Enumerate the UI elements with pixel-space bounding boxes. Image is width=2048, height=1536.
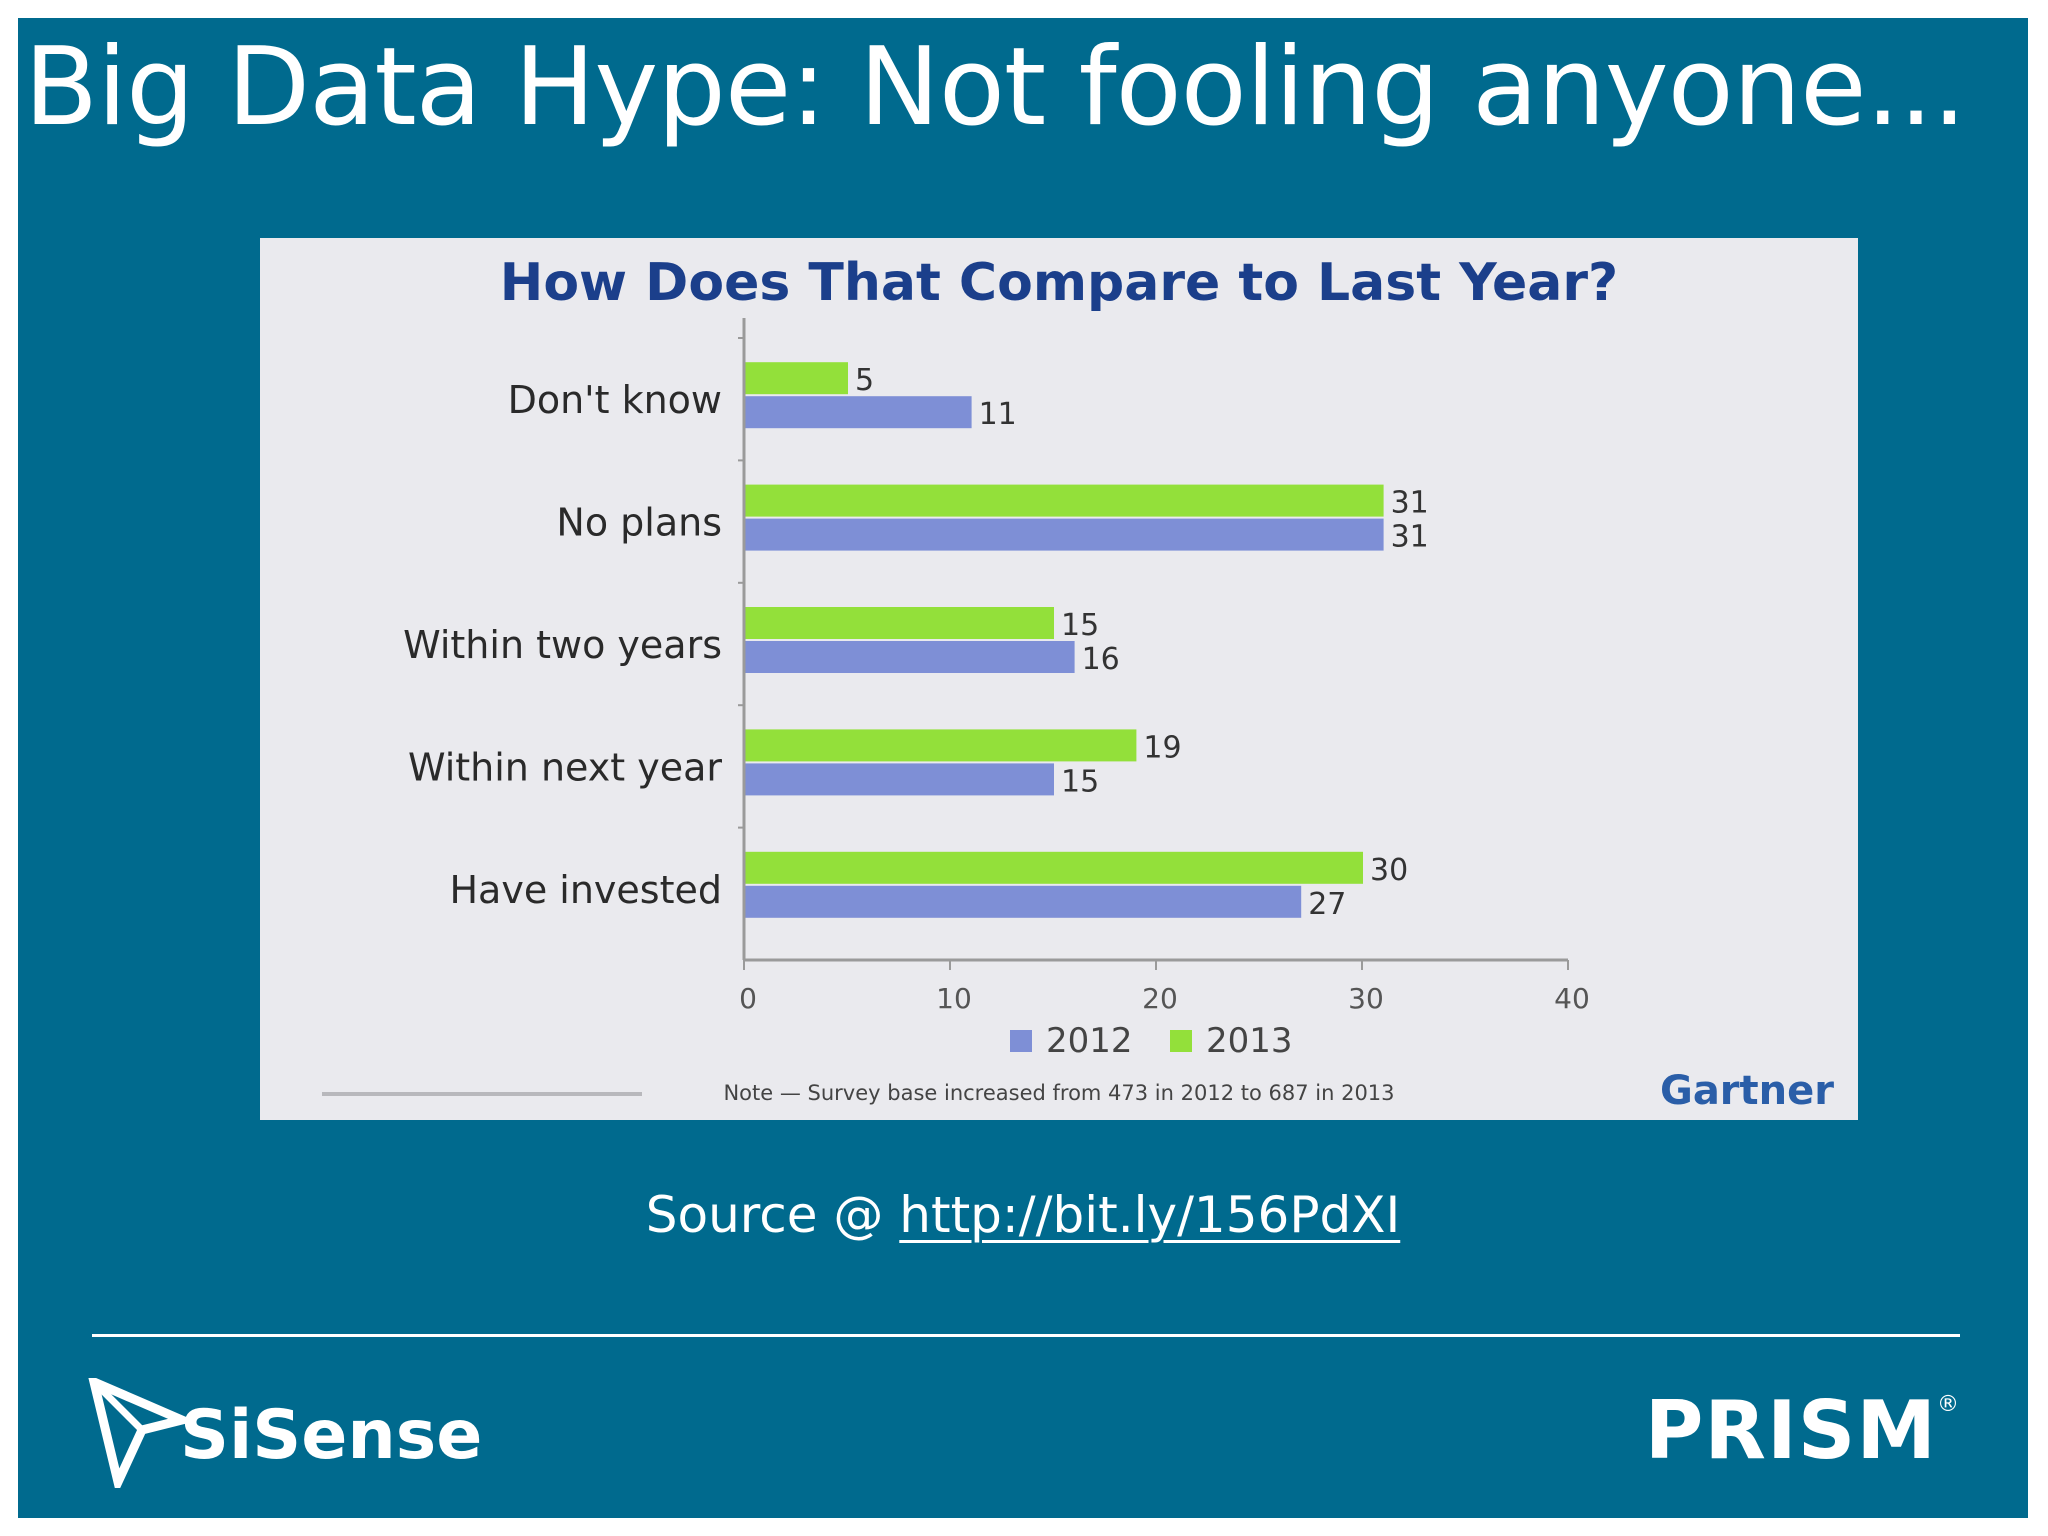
category-label: Within next year bbox=[408, 745, 722, 789]
prism-logo-text: PRISM bbox=[1644, 1384, 1937, 1477]
data-label: 15 bbox=[1061, 764, 1099, 799]
x-tick-label: 20 bbox=[1142, 982, 1178, 1015]
data-label: 15 bbox=[1061, 608, 1099, 643]
bar-2012 bbox=[745, 396, 972, 429]
data-label: 31 bbox=[1391, 486, 1429, 521]
category-label: Have invested bbox=[449, 868, 722, 912]
x-tick-label: 30 bbox=[1348, 982, 1384, 1015]
bar-2012 bbox=[745, 641, 1075, 673]
legend-label-2013: 2013 bbox=[1206, 1021, 1293, 1061]
category-label: Within two years bbox=[403, 623, 722, 667]
sisense-logo: SiSense bbox=[88, 1378, 508, 1488]
legend-label-2012: 2012 bbox=[1046, 1021, 1133, 1061]
bar-2013 bbox=[745, 851, 1363, 884]
chart-title: How Does That Compare to Last Year? bbox=[500, 253, 1618, 313]
fine-print-placeholder bbox=[322, 1092, 642, 1096]
bar-2012 bbox=[745, 763, 1054, 796]
sisense-arrow-icon bbox=[88, 1378, 188, 1488]
bar-2013 bbox=[745, 729, 1137, 762]
data-label: 30 bbox=[1370, 853, 1408, 888]
category-label: No plans bbox=[556, 501, 722, 545]
gartner-brand: Gartner bbox=[1660, 1068, 1834, 1114]
data-label: 19 bbox=[1143, 730, 1181, 765]
data-label: 27 bbox=[1308, 887, 1346, 922]
registered-mark: ® bbox=[1937, 1392, 1960, 1417]
legend-swatch-2013 bbox=[1170, 1030, 1192, 1052]
data-label: 11 bbox=[979, 397, 1017, 432]
slide: Big Data Hype: Not fooling anyone... How… bbox=[18, 18, 2028, 1518]
category-label: Don't know bbox=[508, 378, 722, 422]
data-label: 5 bbox=[855, 363, 874, 398]
bar-2013 bbox=[745, 607, 1054, 639]
source-link[interactable]: http://bit.ly/156PdXI bbox=[899, 1186, 1401, 1244]
bar-2013 bbox=[745, 484, 1384, 517]
legend-swatch-2012 bbox=[1010, 1030, 1032, 1052]
slide-title: Big Data Hype: Not fooling anyone... bbox=[24, 25, 1967, 150]
x-tick-label: 40 bbox=[1554, 982, 1590, 1015]
bar-2013 bbox=[745, 362, 848, 395]
x-tick-label: 0 bbox=[739, 982, 757, 1015]
chart-note: Note — Survey base increased from 473 in… bbox=[723, 1081, 1394, 1105]
sisense-logo-text: SiSense bbox=[180, 1396, 483, 1475]
data-label: 16 bbox=[1082, 642, 1120, 677]
chart-panel: How Does That Compare to Last Year? Don't… bbox=[260, 238, 1858, 1120]
bar-chart: How Does That Compare to Last Year? Don't… bbox=[322, 253, 1834, 1114]
bar-2012 bbox=[745, 885, 1302, 918]
data-label: 31 bbox=[1391, 520, 1429, 555]
prism-logo: PRISM® bbox=[1645, 1384, 1960, 1477]
x-tick-label: 10 bbox=[936, 982, 972, 1015]
bar-2012 bbox=[745, 518, 1384, 551]
source-prefix: Source @ bbox=[645, 1186, 900, 1244]
footer-divider bbox=[92, 1334, 1960, 1337]
source-line: Source @ http://bit.ly/156PdXI bbox=[18, 1186, 2028, 1244]
